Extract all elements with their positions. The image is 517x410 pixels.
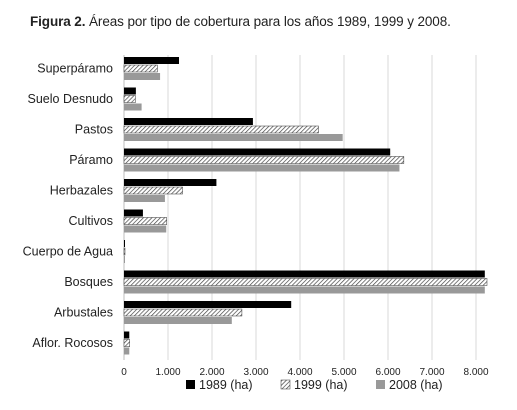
- bar: [124, 331, 130, 339]
- category-label: Páramo: [69, 153, 113, 167]
- bar: [124, 209, 143, 217]
- x-tick-label: 3.000: [243, 367, 268, 378]
- bar: [124, 256, 125, 263]
- bar: [123, 95, 136, 103]
- category-label: Pastos: [75, 123, 113, 137]
- bar: [123, 156, 405, 164]
- bar: [124, 148, 391, 156]
- bar: [124, 164, 400, 172]
- x-tick-label: 8.000: [463, 367, 488, 378]
- bar: [124, 87, 136, 95]
- bar: [123, 308, 243, 317]
- legend: 1989 (ha) 1999 (ha) 2008 (ha): [186, 378, 443, 392]
- category-label: Cuerpo de Agua: [23, 245, 113, 259]
- bar: [124, 73, 161, 80]
- x-tick-label: 6.000: [375, 367, 400, 378]
- category-label: Arbustales: [54, 306, 113, 320]
- bar: [124, 118, 253, 125]
- category-label: Herbazales: [50, 184, 113, 198]
- figure-title: Figura 2. Áreas por tipo de cobertura pa…: [30, 14, 451, 29]
- bar: [123, 217, 167, 225]
- bar: [124, 103, 142, 111]
- figure-label: Figura 2.: [30, 14, 86, 29]
- figure-caption: Áreas por tipo de cobertura para los año…: [85, 14, 451, 29]
- x-tick-label: 5.000: [331, 367, 356, 378]
- x-tick-label: 0: [121, 367, 127, 378]
- category-label: Cultivos: [69, 214, 113, 228]
- bar: [124, 301, 292, 308]
- bar: [124, 347, 130, 355]
- legend-label: 1989 (ha): [199, 378, 253, 392]
- legend-swatch: [280, 379, 291, 390]
- category-labels: Superpáramo Suelo Desnudo Pastos Páramo Herb…: [23, 62, 113, 351]
- category-label: Superpáramo: [37, 62, 113, 76]
- bar: [123, 64, 158, 73]
- x-tick-label: 1.000: [155, 367, 180, 378]
- x-tick-label: 2.000: [199, 367, 224, 378]
- bar: [123, 247, 126, 256]
- bar: [124, 57, 179, 64]
- category-label: Aflor. Rocosos: [32, 336, 113, 350]
- bar: [123, 186, 183, 195]
- x-tick-label: 7.000: [419, 367, 444, 378]
- bar: [124, 286, 485, 294]
- legend-label: 1999 (ha): [294, 378, 348, 392]
- bars: [123, 57, 488, 355]
- bar: [123, 339, 130, 347]
- x-tick-labels: 0 1.000 2.000 3.000 4.000 5.000 6.000 7.000 8.00…: [121, 367, 489, 378]
- category-label: Suelo Desnudo: [28, 92, 114, 106]
- legend-label: 2008 (ha): [389, 378, 443, 392]
- bar: [124, 240, 125, 247]
- legend-swatch: [186, 380, 195, 389]
- category-label: Bosques: [64, 275, 113, 289]
- bar: [123, 125, 319, 134]
- bar: [124, 195, 165, 202]
- x-tick-label: 4.000: [287, 367, 312, 378]
- bar: [124, 317, 232, 324]
- bar: [123, 278, 488, 286]
- legend-swatch: [376, 380, 385, 389]
- bar: [124, 225, 167, 233]
- bar: [124, 179, 217, 186]
- bar: [124, 134, 343, 141]
- bar: [124, 270, 485, 278]
